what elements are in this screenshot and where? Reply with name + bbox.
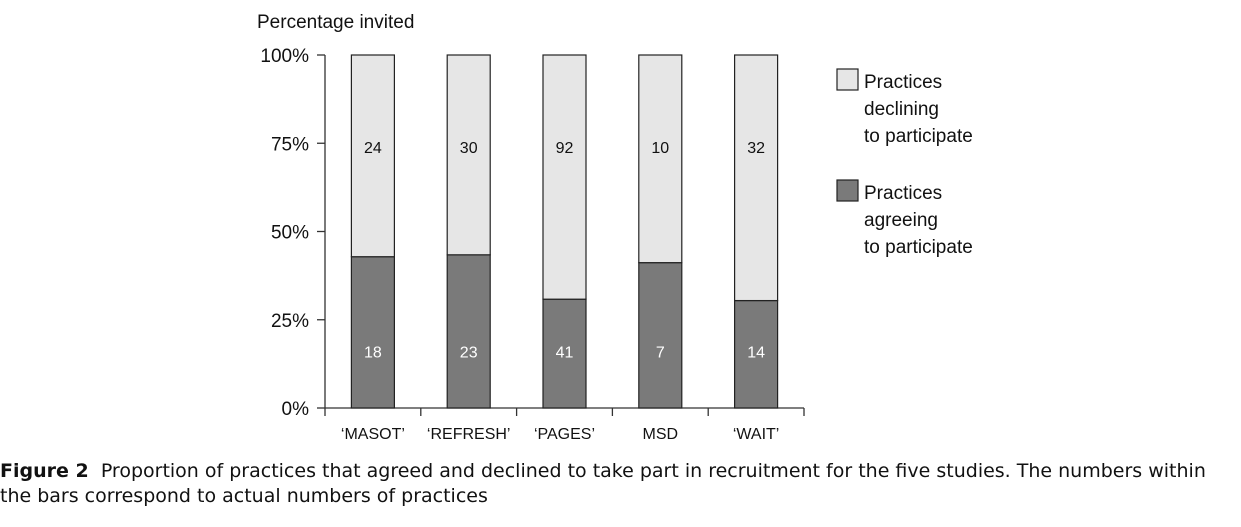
bar-value-label: 23 (460, 345, 478, 362)
legend-swatch (836, 179, 859, 202)
legend-label: to participate (864, 126, 973, 147)
bar-value-label: 7 (656, 345, 665, 362)
bar-value-label: 30 (460, 140, 478, 157)
legend-label: agreeing (864, 210, 938, 231)
bar-value-label: 10 (651, 140, 669, 157)
y-axis: 0% 25% 50% 75% 100% (260, 46, 326, 420)
y-tick-label: 25% (271, 311, 309, 332)
bar-segment (542, 54, 587, 300)
bar-segment (446, 54, 491, 256)
y-tick-label: 0% (282, 399, 310, 420)
bar-value-label: 41 (556, 345, 574, 362)
figure-caption-text: Proportion of practices that agreed and … (0, 460, 1206, 507)
legend-label: Practices (864, 72, 942, 93)
bar-value-label: 24 (364, 140, 382, 157)
bar-segment (733, 299, 779, 409)
bar-segment (446, 254, 491, 409)
bar-segment (638, 54, 683, 264)
legend: Practices declining to participate Practice… (836, 68, 973, 258)
legend-label: declining (864, 99, 939, 120)
bar-value-label: 92 (556, 140, 574, 157)
bar-segment (638, 262, 683, 409)
x-category-label: ‘REFRESH’ (427, 426, 511, 443)
x-category-label: ‘WAIT’ (733, 426, 780, 443)
y-tick-label: 75% (271, 134, 309, 155)
stacked-bar-chart: Percentage invited 0% 25% 50% 75% 100% ‘MASO… (257, 12, 973, 443)
y-tick-label: 50% (271, 223, 309, 244)
legend-label: Practices (864, 183, 942, 204)
x-category-label: ‘MASOT’ (341, 426, 405, 443)
figure-caption: Figure 2 Proportion of practices that ag… (0, 459, 1236, 509)
bar-value-label: 18 (364, 345, 382, 362)
bar-segment (733, 54, 779, 302)
bar-segment (350, 256, 395, 409)
bar-value-label: 14 (747, 345, 765, 362)
bar-value-label: 32 (747, 140, 765, 157)
y-tick-label: 100% (260, 46, 309, 67)
bars-group: 18 24 23 30 41 92 7 10 14 32 (350, 54, 779, 409)
x-axis: ‘MASOT’ ‘REFRESH’ ‘PAGES’ MSD ‘WAIT’ (324, 407, 805, 443)
y-axis-title: Percentage invited (257, 12, 414, 33)
legend-label: to participate (864, 237, 973, 258)
figure-label: Figure 2 (0, 460, 89, 482)
x-category-label: MSD (643, 426, 679, 443)
legend-swatch (836, 68, 859, 91)
x-category-label: ‘PAGES’ (534, 426, 595, 443)
bar-segment (350, 54, 395, 258)
bar-segment (542, 298, 587, 409)
